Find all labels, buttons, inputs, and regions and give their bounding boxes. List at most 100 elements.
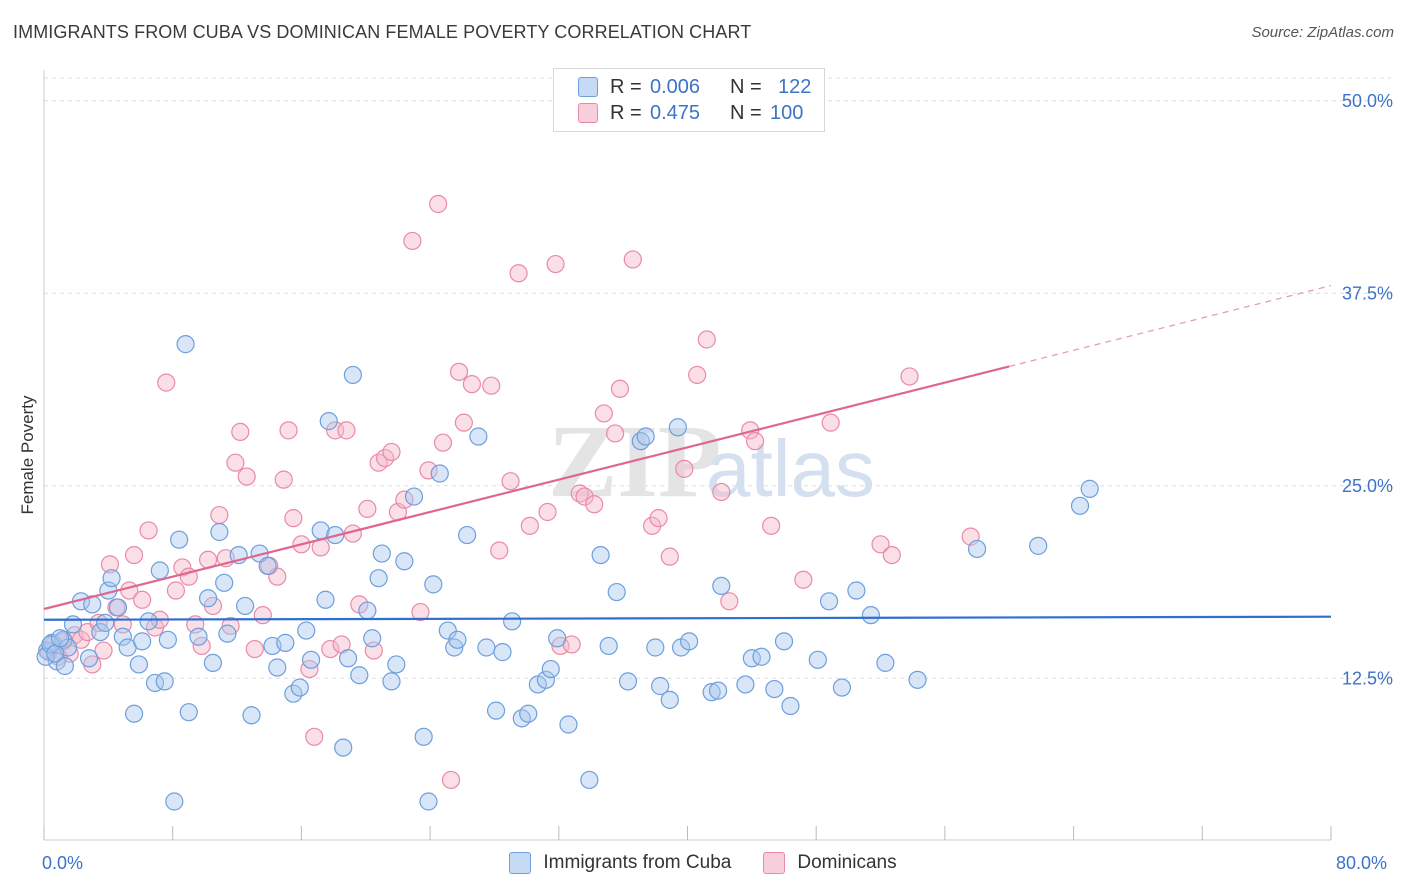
cuba-point bbox=[215, 573, 234, 592]
cuba-point bbox=[712, 576, 731, 596]
dominicans-point bbox=[449, 362, 469, 381]
cuba-point bbox=[808, 650, 827, 669]
cuba-point bbox=[469, 427, 488, 446]
series-legend: Immigrants from Cuba Dominicans bbox=[0, 852, 1406, 874]
dominicans-point bbox=[395, 490, 414, 509]
cuba-point bbox=[458, 525, 477, 545]
dominicans-point bbox=[433, 433, 453, 452]
cuba-point bbox=[133, 632, 152, 651]
cuba-point bbox=[668, 418, 687, 437]
dominicans-point bbox=[454, 413, 473, 432]
dominicans-point bbox=[441, 770, 461, 790]
x-tick-label-max: 80.0% bbox=[1336, 853, 1388, 873]
dominicans-point bbox=[305, 727, 324, 746]
cuba-point bbox=[680, 632, 699, 651]
legend-r-value: 0.475 bbox=[650, 101, 701, 124]
cuba-point bbox=[599, 636, 618, 656]
cuba-points bbox=[36, 335, 1099, 811]
y-tick-labels: 12.5% 25.0% 37.5% 50.0% bbox=[1342, 91, 1393, 688]
cuba-point bbox=[50, 629, 70, 648]
cuba-point bbox=[519, 704, 538, 723]
cuba-point bbox=[189, 627, 208, 646]
cuba-point bbox=[1080, 479, 1099, 498]
cuba-point bbox=[63, 615, 83, 634]
cuba-point bbox=[210, 522, 229, 542]
dominicans-point bbox=[382, 442, 401, 462]
dominicans-point bbox=[403, 231, 422, 251]
dominicans-point bbox=[166, 581, 186, 600]
cuba-point bbox=[242, 706, 261, 725]
dominicans-point bbox=[720, 592, 739, 611]
dominicans-point bbox=[882, 545, 901, 565]
dominicans-point bbox=[321, 639, 340, 659]
source-label: Source: ZipAtlas.com bbox=[1251, 24, 1394, 41]
dominicans-point bbox=[871, 535, 890, 554]
dominicans-point bbox=[245, 639, 264, 659]
cuba-point bbox=[170, 530, 189, 549]
cuba-point bbox=[832, 678, 852, 697]
cuba-point bbox=[702, 683, 721, 702]
y-tick-label: 37.5% bbox=[1342, 283, 1393, 303]
cuba-point bbox=[235, 596, 255, 616]
dominicans-point bbox=[762, 516, 781, 535]
dominicans-point bbox=[745, 432, 765, 451]
legend-row-dominicans: R = 0.475 N = 100 bbox=[578, 101, 803, 125]
y-tick-label: 25.0% bbox=[1342, 476, 1393, 496]
axes bbox=[43, 70, 1332, 841]
dominicans-point bbox=[284, 509, 303, 528]
dominicans-point bbox=[419, 461, 438, 480]
legend-row-cuba: R = 0.006 N = 122 bbox=[578, 75, 811, 99]
cuba-point bbox=[334, 738, 353, 757]
dominicans-point bbox=[274, 470, 293, 489]
cuba-point bbox=[493, 643, 512, 662]
cuba-point bbox=[646, 638, 665, 657]
dominicans-point bbox=[546, 254, 565, 274]
cuba-point bbox=[708, 681, 728, 700]
legend-item-dominicans: Dominicans bbox=[763, 852, 897, 874]
dominicans-point bbox=[226, 453, 245, 472]
legend-label-cuba: Immigrants from Cuba bbox=[543, 852, 732, 873]
dominicans-point bbox=[411, 602, 430, 622]
watermark-atlas: atlas bbox=[706, 424, 875, 513]
cuba-point bbox=[387, 655, 406, 674]
cuba-point bbox=[41, 635, 60, 654]
correlation-legend: R = 0.006 N = 122 R = 0.475 N = 100 bbox=[553, 68, 825, 132]
dominicans-point bbox=[157, 373, 176, 392]
dominicans-point bbox=[660, 547, 679, 566]
cuba-point bbox=[155, 672, 174, 691]
cuba-point bbox=[876, 653, 895, 673]
cuba-point bbox=[382, 672, 401, 691]
cuba-point bbox=[1070, 496, 1090, 515]
cuba-point bbox=[102, 569, 121, 588]
cuba-point bbox=[301, 650, 321, 669]
dominicans-point bbox=[100, 555, 120, 574]
cuba-point bbox=[276, 633, 295, 652]
dominicans-point bbox=[697, 330, 716, 349]
x-tick-label-min: 0.0% bbox=[42, 853, 84, 873]
cuba-point bbox=[404, 487, 424, 506]
dominicans-point bbox=[337, 421, 356, 440]
cuba-point bbox=[198, 589, 218, 608]
dominicans-point bbox=[133, 590, 152, 609]
cuba-point bbox=[372, 544, 391, 563]
dominicans-point bbox=[821, 413, 840, 432]
cuba-point bbox=[908, 670, 927, 689]
cuba-point bbox=[774, 632, 794, 651]
cuba-point bbox=[343, 365, 362, 385]
dominicans-point bbox=[490, 541, 509, 560]
dominicans-point bbox=[358, 499, 377, 518]
cuba-point bbox=[819, 592, 839, 611]
dominicans-point bbox=[585, 495, 604, 514]
dominicans-point bbox=[794, 570, 813, 589]
dominicans-point bbox=[429, 194, 448, 214]
cuba-point bbox=[424, 575, 443, 594]
cuba-point bbox=[448, 630, 467, 649]
cuba-point bbox=[338, 649, 358, 668]
cuba-point bbox=[290, 678, 309, 697]
legend-r-label: R = bbox=[610, 101, 642, 124]
dominicans-point bbox=[231, 422, 250, 441]
cuba-point bbox=[350, 666, 369, 685]
cuba-point bbox=[419, 792, 438, 811]
cuba-point bbox=[477, 638, 496, 657]
legend-n-label: N = bbox=[730, 75, 762, 98]
